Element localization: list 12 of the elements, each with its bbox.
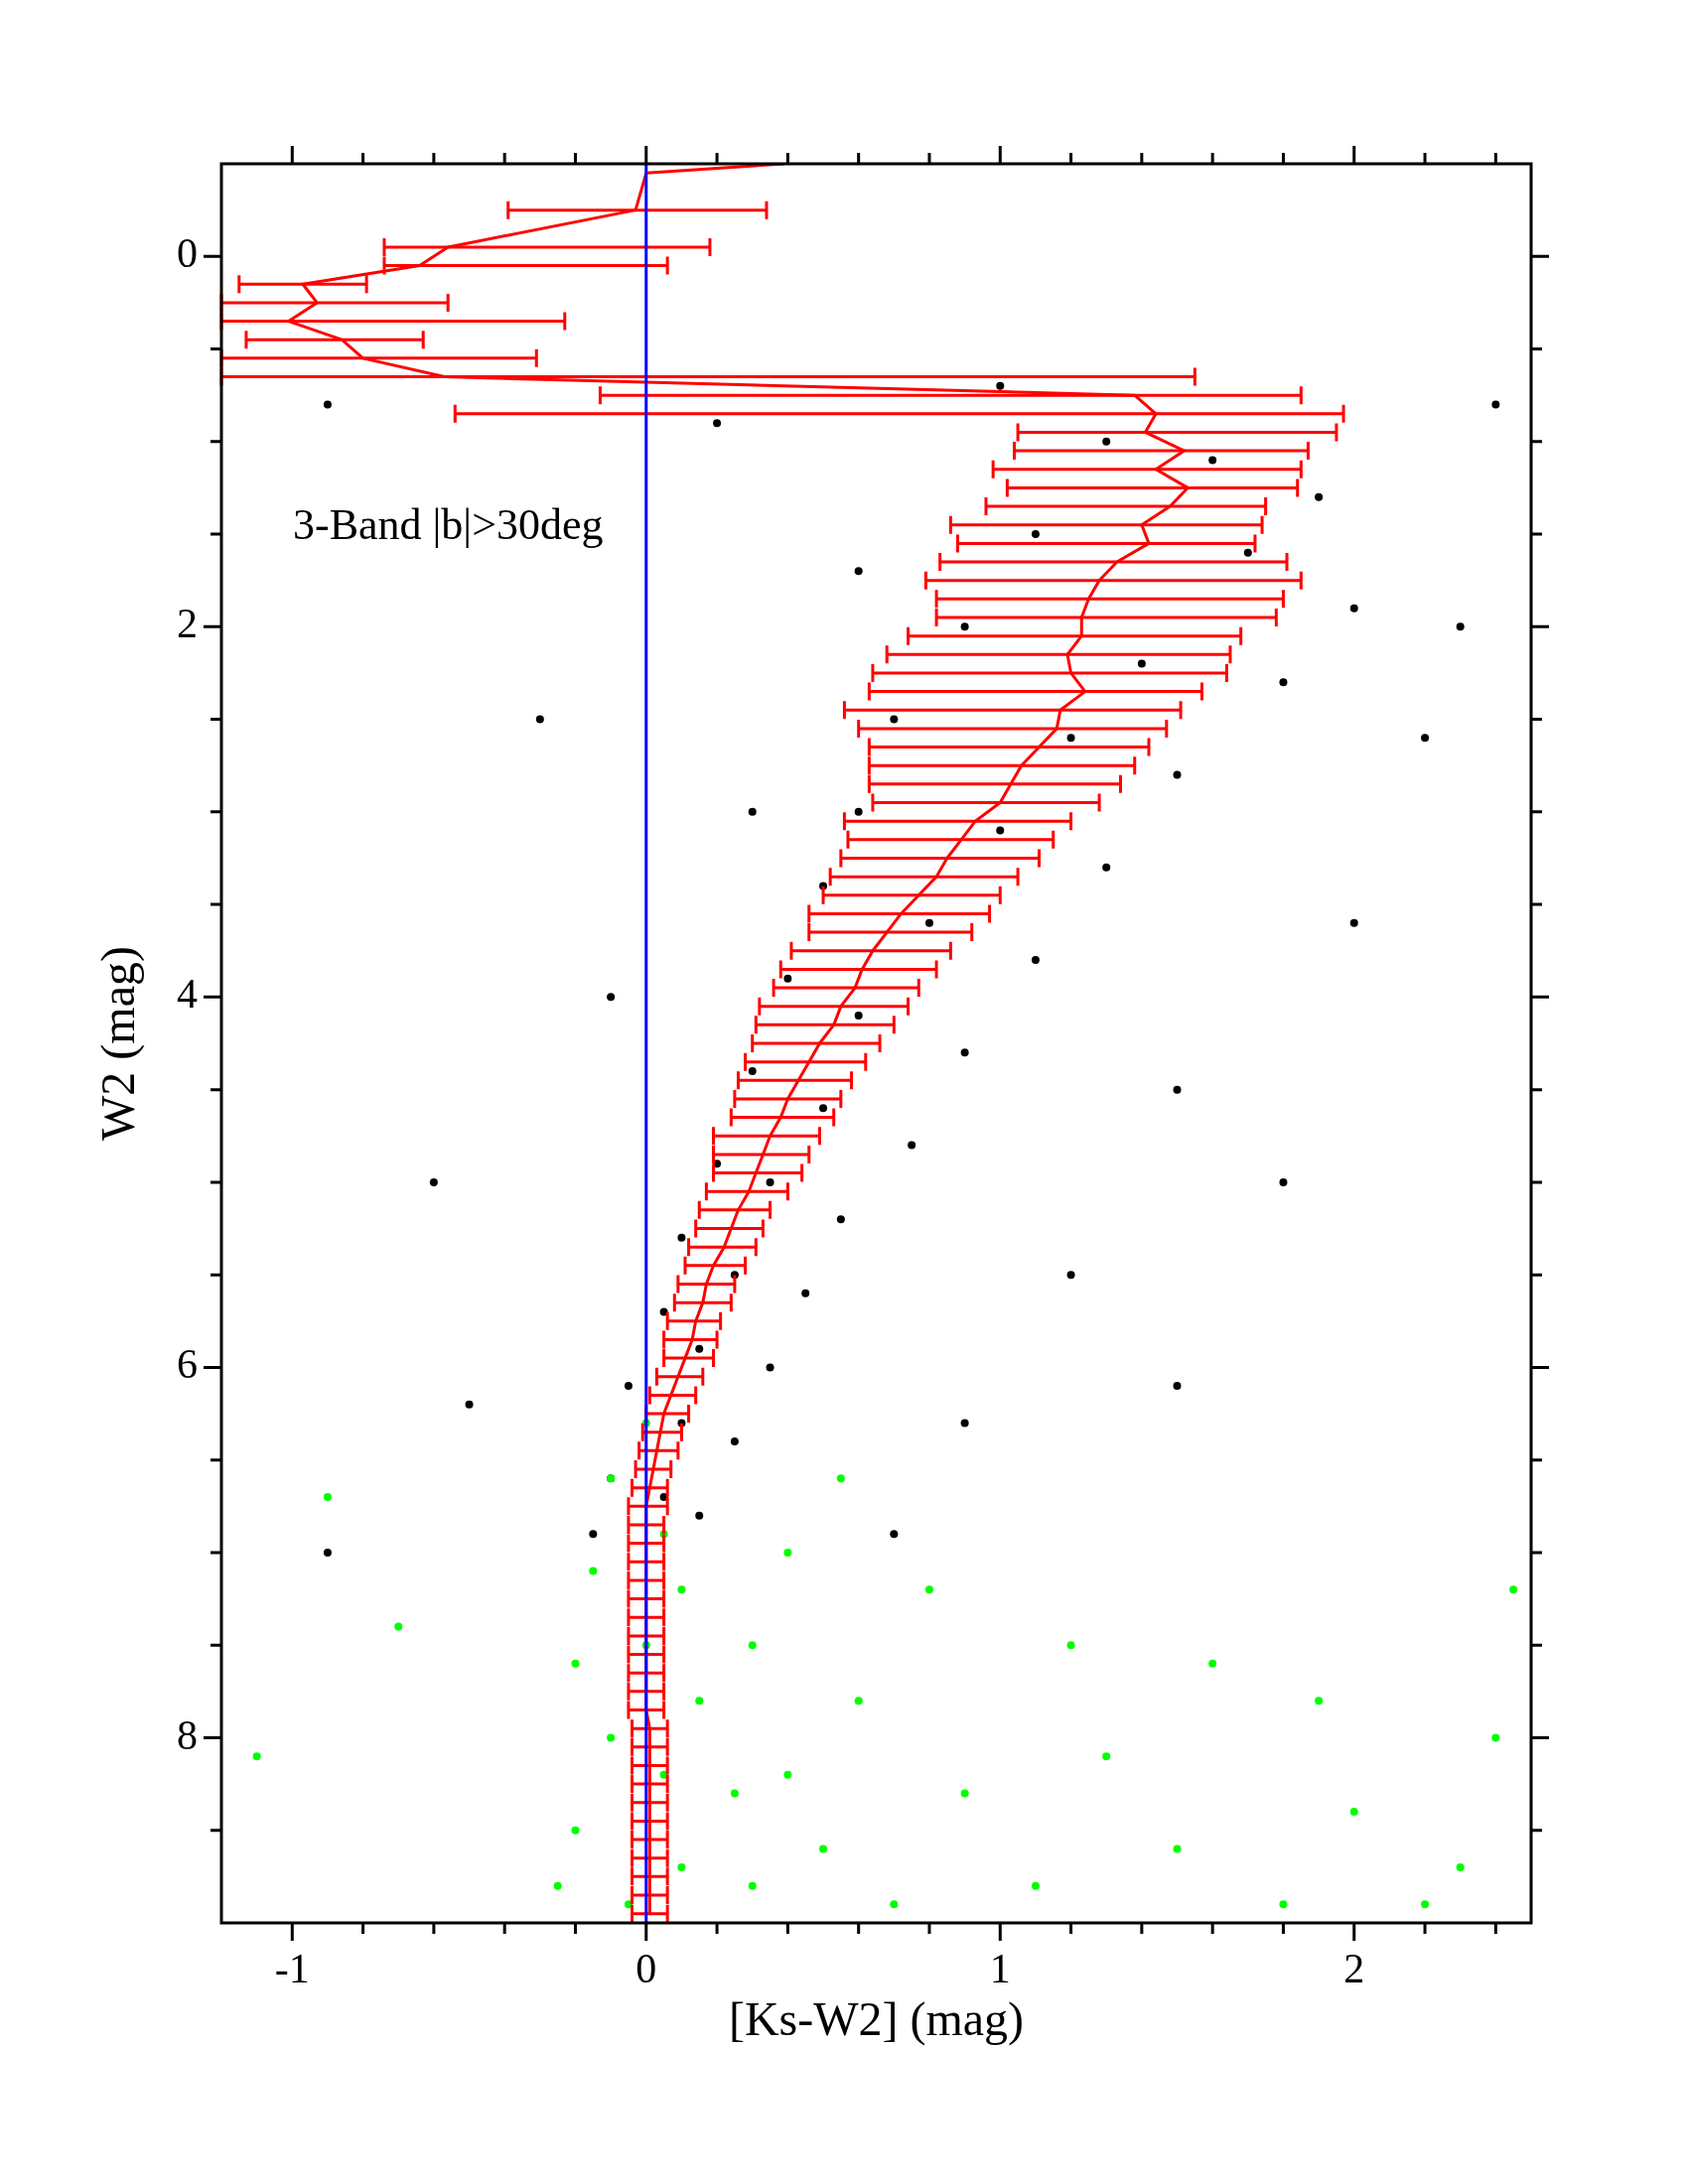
y-axis-title: W2 (mag) [91,946,146,1141]
x-tick-label: 1 [989,1946,1011,1992]
y-tick-label: 0 [177,230,198,277]
annotation: 3-Band |b|>30deg [293,499,604,549]
y-tick-label: 6 [177,1341,198,1388]
x-axis-title: [Ks-W2] (mag) [728,1991,1025,2046]
y-tick-label: 4 [177,971,198,1018]
y-tick-label: 2 [177,601,198,647]
x-tick-label: -1 [274,1946,310,1992]
x-tick-label: 0 [635,1946,657,1992]
y-tick-label: 8 [177,1711,198,1758]
x-tick-label: 2 [1343,1946,1365,1992]
